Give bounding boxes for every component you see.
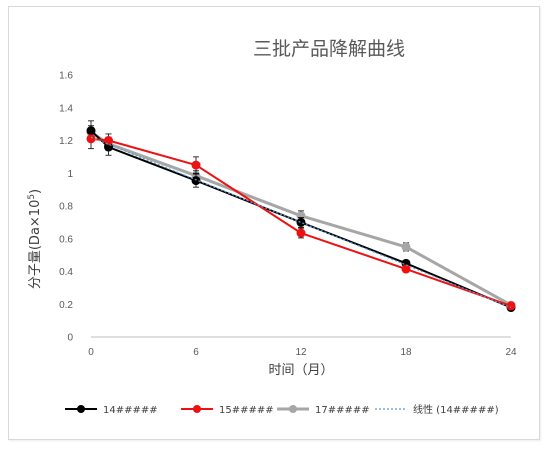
y-tick-label: 1.2 (59, 136, 73, 147)
data-point (191, 176, 201, 186)
y-tick-label: 1.4 (59, 103, 73, 114)
y-tick-label: 1 (67, 169, 73, 180)
data-point (191, 160, 201, 170)
legend: 14##### 15##### 17##### 线性 (14#####) (65, 403, 499, 416)
plot-area (86, 120, 516, 313)
x-tick-label: 6 (193, 347, 199, 358)
x-tick-label: 12 (295, 347, 307, 358)
y-tick-label: 0.4 (59, 267, 73, 278)
x-tick-label: 18 (400, 347, 412, 358)
y-tick-labels: 0 0.2 0.4 0.6 0.8 1 1.2 1.4 1.6 (59, 71, 73, 344)
y-axis-label-superscript: 5 (27, 194, 37, 200)
data-point (104, 136, 113, 145)
y-tick-label: 1.6 (59, 71, 73, 82)
chart-svg: 三批产品降解曲线 0 0.2 0.4 0.6 0.8 1 1.2 1.4 1.6 0 6 12 18 2… (27, 38, 517, 416)
trendline (90, 136, 512, 309)
legend-item: 14##### (65, 405, 158, 416)
series-15-group (86, 128, 516, 311)
legend-swatch-marker (193, 405, 201, 413)
x-axis-label: 时间（月） (268, 363, 333, 378)
legend-item: 15##### (181, 405, 274, 416)
legend-label: 15##### (219, 405, 274, 416)
legend-label: 14##### (103, 405, 158, 416)
y-tick-label: 0 (67, 333, 73, 344)
data-point (296, 217, 306, 227)
chart-frame: 三批产品降解曲线 0 0.2 0.4 0.6 0.8 1 1.2 1.4 1.6 0 6 12 18 2… (8, 6, 540, 440)
legend-label: 线性 (14#####) (413, 403, 499, 416)
data-point (401, 242, 411, 252)
x-tick-label: 24 (505, 347, 517, 358)
data-point (86, 134, 96, 144)
chart-title: 三批产品降解曲线 (253, 38, 405, 60)
legend-label: 17##### (315, 405, 370, 416)
y-tick-label: 0.2 (59, 300, 73, 311)
data-point (296, 228, 306, 238)
data-point (401, 264, 411, 274)
legend-item: 线性 (14#####) (375, 403, 499, 416)
y-axis-label: 分子量(Da×105) (27, 189, 43, 289)
x-tick-labels: 0 6 12 18 24 (88, 347, 517, 358)
legend-swatch-marker (289, 405, 297, 413)
y-axis-label-main: 分子量(Da×10 (28, 200, 43, 289)
y-axis-label-end: ) (28, 189, 43, 194)
data-point (506, 301, 516, 311)
y-tick-label: 0.6 (59, 234, 73, 245)
y-tick-label: 0.8 (59, 202, 73, 213)
legend-item: 17##### (277, 405, 370, 416)
x-tick-label: 0 (88, 347, 94, 358)
legend-swatch-marker (77, 405, 85, 413)
